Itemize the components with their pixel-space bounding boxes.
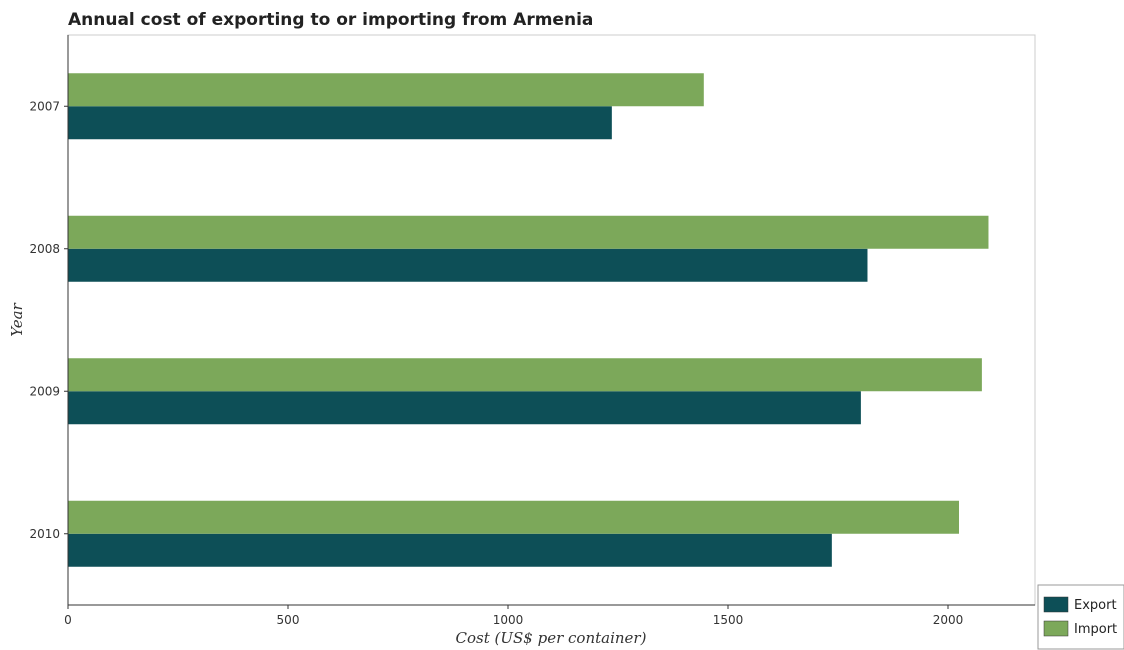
bar-import-2009 — [68, 358, 982, 392]
x-tick-label: 500 — [277, 613, 300, 627]
bar-import-2007 — [68, 73, 704, 107]
legend-box — [1037, 584, 1124, 650]
legend: Export Import — [1037, 584, 1124, 650]
x-axis-label: Cost (US$ per container) — [456, 629, 647, 647]
x-tick-label: 1500 — [713, 613, 744, 627]
bar-export-2008 — [68, 248, 868, 282]
legend-label-import: Import — [1074, 622, 1117, 637]
y-axis-label: Year — [8, 302, 26, 336]
bar-export-2007 — [68, 106, 612, 140]
y-tick-label: 2010 — [29, 527, 60, 541]
x-tick-label: 2000 — [933, 613, 964, 627]
x-tick-label: 1000 — [493, 613, 524, 627]
legend-label-export: Export — [1074, 598, 1117, 613]
bar-export-2009 — [68, 391, 861, 425]
bar-import-2010 — [68, 500, 959, 534]
x-ticks: 0 500 1000 1500 2000 — [64, 605, 963, 627]
bar-import-2008 — [68, 215, 989, 249]
legend-swatch-export — [1043, 596, 1069, 613]
y-tick-label: 2008 — [29, 242, 60, 256]
y-ticks: 2007 2008 2009 2010 — [29, 99, 68, 541]
chart-title: Annual cost of exporting to or importing… — [68, 10, 593, 30]
legend-swatch-import — [1043, 620, 1069, 637]
y-tick-label: 2007 — [29, 99, 60, 113]
bars-group — [68, 73, 989, 567]
y-tick-label: 2009 — [29, 384, 60, 398]
bar-export-2010 — [68, 533, 832, 567]
x-tick-label: 0 — [64, 613, 72, 627]
